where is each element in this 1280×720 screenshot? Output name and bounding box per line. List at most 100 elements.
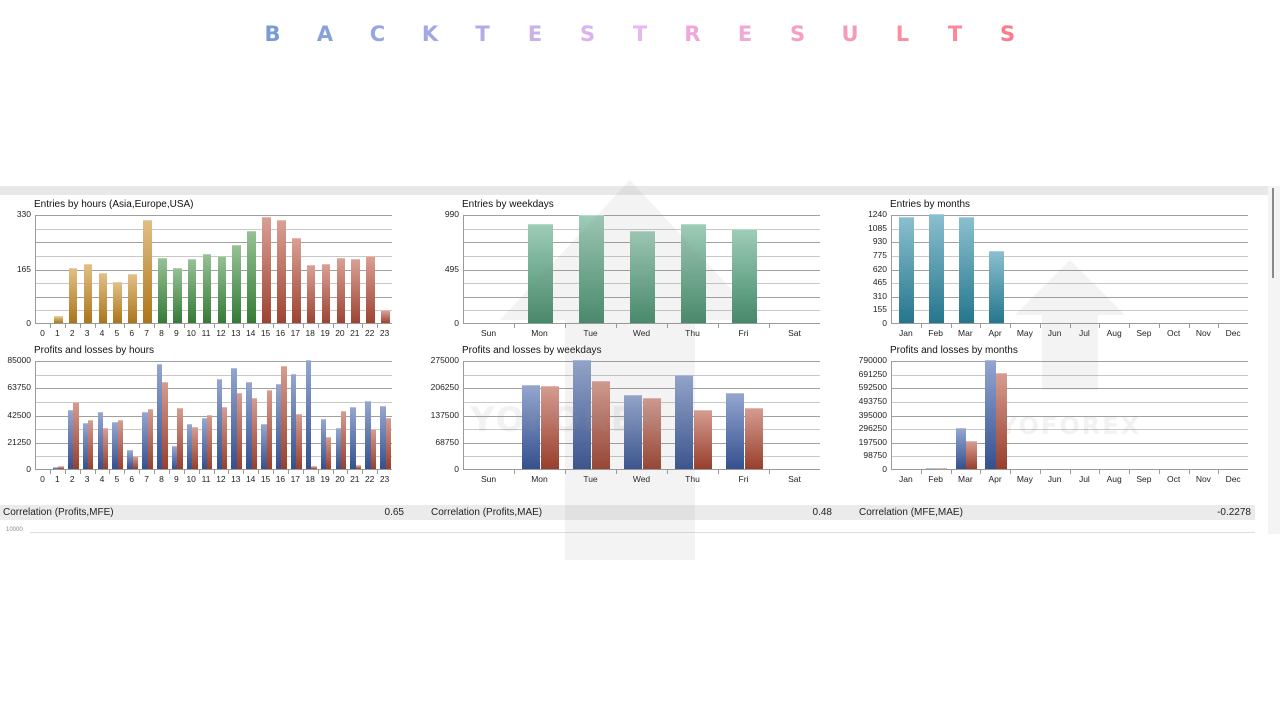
x-axis-tick-label: 9 (173, 328, 179, 338)
y-axis-tick-label: 620 (872, 263, 887, 274)
chart-title: Profits and losses by weekdays (462, 345, 602, 356)
x-axis-tick-mark (139, 470, 141, 474)
chart-entries-by-months: Entries by months 1240 1085 930 775 620 465 310… (856, 199, 1256, 344)
y-axis-tick-label: 0 (882, 464, 887, 474)
x-axis-tick-mark (302, 324, 304, 328)
x-axis-tick-mark (362, 324, 364, 328)
chart-profits-losses-by-months: Profits and losses by months 790000 691250… (856, 345, 1256, 490)
correlation-row: Correlation (Profits,MFE) 0.65 Correlati… (0, 505, 1255, 520)
chart-profits-losses-by-weekdays: Profits and losses by weekdays 275000 2062… (428, 345, 828, 490)
x-axis-tick-label: 20 (335, 474, 345, 484)
bar-entries (217, 256, 227, 323)
x-axis-tick-label: Thu (685, 328, 700, 338)
bar-entries (336, 257, 346, 323)
x-axis-tick-mark (198, 324, 200, 328)
x-axis-tick-label: 19 (320, 328, 330, 338)
bar-entries (187, 259, 197, 323)
y-axis-tick-label: 775 (872, 249, 887, 260)
x-axis-tick-label: Sun (480, 474, 497, 484)
chart-title: Entries by weekdays (462, 199, 554, 210)
x-axis-tick-label: Tue (583, 328, 598, 338)
x-axis-tick-mark (769, 470, 770, 474)
x-axis-tick-mark (565, 470, 566, 474)
x-axis-tick-label: 0 (40, 328, 45, 338)
bar-loss (207, 414, 213, 469)
x-axis-tick-label: Sat (788, 474, 801, 484)
x-axis-tick-mark (332, 324, 334, 328)
correlation-label: Correlation (Profits,MFE) (3, 507, 114, 518)
x-axis-tick-label: Jul (1078, 474, 1090, 484)
x-axis-tick-mark (1099, 324, 1101, 328)
plot-area (463, 214, 820, 324)
x-axis-tick-mark (718, 324, 719, 328)
x-axis-tick-label: Dec (1225, 328, 1241, 338)
x-axis-tick-mark (168, 470, 170, 474)
bar-profit (97, 411, 103, 469)
bar-entries (578, 214, 605, 323)
bar-entries (366, 255, 375, 323)
bar-loss (102, 427, 109, 469)
vertical-scrollbar[interactable] (1268, 186, 1280, 534)
x-axis-tick-mark (1069, 470, 1071, 474)
gridline (892, 361, 1248, 362)
bar-profit (305, 360, 312, 469)
x-axis-tick-mark (514, 470, 515, 474)
bar-profit (624, 394, 643, 469)
x-axis-tick-label: Jun (1047, 474, 1062, 484)
x-axis-tick-mark (667, 470, 668, 474)
x-axis-tick-label: Mar (958, 328, 973, 338)
x-axis-tick-label: 11 (201, 474, 211, 484)
y-axis-tick-label: 42500 (7, 409, 31, 420)
bar-entries (158, 257, 167, 323)
x-axis-tick-mark (1069, 324, 1071, 328)
gridline (892, 429, 1248, 431)
x-axis-tick-mark (332, 470, 334, 474)
bar-profit (157, 363, 163, 469)
bar-loss (996, 373, 1007, 469)
bar-profit (246, 381, 252, 469)
plot-area (35, 215, 392, 324)
y-axis-tick-label: 330 (16, 209, 31, 219)
y-axis-tick-label: 165 (16, 263, 31, 274)
gridline (892, 215, 1248, 216)
y-axis-tick-label: 930 (872, 236, 887, 247)
bar-loss (147, 409, 153, 469)
y-axis-tick-label: 155 (872, 304, 887, 315)
bar-entries (351, 259, 361, 323)
x-axis-tick-label: Nov (1195, 474, 1211, 484)
x-axis-tick-mark (258, 470, 260, 474)
y-axis-tick-label: 275000 (430, 355, 459, 365)
gridline (36, 429, 392, 431)
x-axis-tick-mark (950, 324, 952, 328)
bar-profit (573, 360, 592, 469)
watermark-text: YOFOREX (1000, 412, 1142, 440)
bar-loss (370, 429, 377, 469)
scrollbar-thumb[interactable] (1272, 188, 1274, 278)
x-axis-tick-mark (718, 470, 719, 474)
y-axis-tick-label: 68750 (435, 436, 459, 447)
correlation-value: 0.65 (384, 507, 404, 518)
x-axis-tick-mark (1010, 324, 1011, 328)
x-axis-tick-label: Jun (1047, 328, 1062, 338)
x-axis-tick-mark (154, 324, 155, 328)
x-axis-tick-mark (49, 470, 51, 474)
x-axis-tick-mark (514, 324, 515, 328)
x-axis-tick-mark (616, 470, 617, 474)
x-axis-tick-label: 6 (129, 474, 135, 484)
chart-entries-by-hours: Entries by hours (Asia,Europe,USA) 330 165… (0, 199, 400, 344)
x-axis-tick-label: 1 (54, 328, 60, 338)
bar-entries (68, 267, 78, 323)
x-axis-tick-mark (377, 470, 379, 474)
x-axis-tick-label: Feb (928, 328, 943, 338)
x-axis-tick-label: 21 (350, 328, 360, 338)
bar-loss (58, 466, 64, 469)
divider (30, 532, 1255, 533)
x-axis-tick-label: Oct (1167, 474, 1181, 484)
x-axis-tick-label: 23 (379, 328, 390, 338)
x-axis-tick-label: Thu (685, 474, 700, 484)
bar-profit (82, 423, 89, 469)
bar-profit (67, 410, 74, 469)
y-axis-tick-label: 296250 (858, 423, 887, 434)
x-axis-tick-label: Wed (632, 474, 651, 484)
bar-entries (629, 231, 656, 323)
